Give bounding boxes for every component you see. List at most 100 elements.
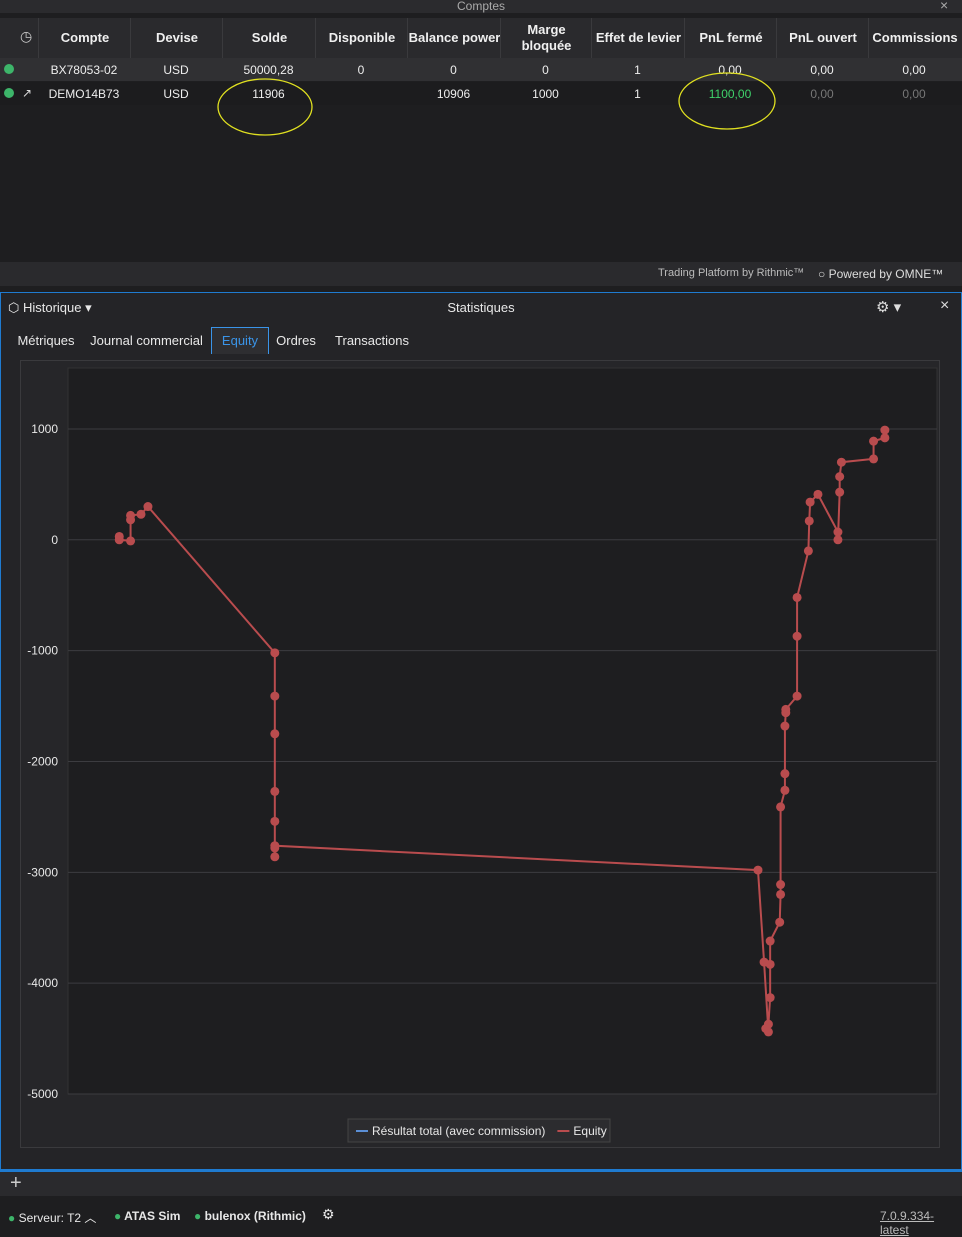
status-dot xyxy=(4,88,14,98)
history-dropdown[interactable]: ⬡ Historique ▾ xyxy=(8,300,92,315)
point xyxy=(270,852,280,862)
point xyxy=(753,865,763,875)
point xyxy=(776,802,786,812)
point xyxy=(835,487,845,497)
y-tick-label: -3000 xyxy=(27,865,58,879)
connection: ● bulenox (Rithmic) xyxy=(194,1209,306,1223)
column-header: Commissions xyxy=(868,18,961,58)
cell: 1000 xyxy=(532,87,559,101)
point xyxy=(880,433,890,443)
point xyxy=(805,497,815,507)
point xyxy=(780,785,790,795)
cell: 0 xyxy=(357,63,365,77)
cell: DEMO14B73 xyxy=(48,87,120,101)
cell: 0,00 xyxy=(902,63,926,77)
row-bg xyxy=(0,82,962,105)
table-header xyxy=(0,18,962,59)
y-tick-label: -4000 xyxy=(27,976,58,990)
cell: 0 xyxy=(542,63,549,77)
point xyxy=(869,436,879,446)
settings[interactable]: ⚙ ▾ xyxy=(876,299,902,316)
tab-bar: + xyxy=(0,1172,962,1196)
point xyxy=(270,816,280,826)
legend-label: Equity xyxy=(573,1124,606,1138)
column-header: Marge bloquée xyxy=(500,18,592,58)
cell: 10906 xyxy=(436,87,471,101)
point xyxy=(143,502,153,512)
point xyxy=(270,841,280,851)
tab[interactable]: Journal commercial xyxy=(90,333,203,348)
cell: 1 xyxy=(634,63,641,77)
version[interactable]: 7.0.9.334-latest xyxy=(880,1209,935,1237)
point xyxy=(880,425,890,435)
y-tick-label: 1000 xyxy=(31,422,58,436)
open-icon[interactable]: ↗ xyxy=(22,86,33,100)
point xyxy=(270,786,280,796)
connection: ● ATAS Sim xyxy=(114,1209,181,1223)
y-tick-label: -1000 xyxy=(27,644,58,658)
panel-title: Comptes xyxy=(456,0,506,13)
close[interactable]: × xyxy=(940,0,949,13)
point xyxy=(792,691,802,701)
point xyxy=(136,509,146,519)
point xyxy=(775,917,785,927)
point xyxy=(270,729,280,739)
cell: BX78053-02 xyxy=(50,63,118,77)
tab[interactable]: Métriques xyxy=(17,333,75,348)
column-header: Compte xyxy=(38,18,131,58)
connection-label: bulenox (Rithmic) xyxy=(204,1209,306,1223)
cell: 0,00 xyxy=(902,87,926,101)
y-tick-label: -5000 xyxy=(27,1087,58,1101)
point xyxy=(765,959,775,969)
cell: 0,00 xyxy=(810,87,834,101)
point xyxy=(781,704,791,714)
point xyxy=(792,592,802,602)
settings[interactable]: ⚙ xyxy=(322,1206,335,1222)
add[interactable]: + xyxy=(10,1172,22,1194)
status-dot xyxy=(4,64,14,74)
tab[interactable]: Equity xyxy=(211,327,269,354)
point xyxy=(833,535,843,545)
point xyxy=(780,721,790,731)
legend: Résultat total (avec commission) Equity xyxy=(347,1118,611,1143)
rithmic: Trading Platform by Rithmic™ xyxy=(658,267,805,279)
server-label: Serveur: T2 xyxy=(18,1211,82,1225)
clock-icon: ◷ xyxy=(20,28,33,44)
server: ● Serveur: T2 ︿ xyxy=(8,1211,97,1225)
omne: ○ Powered by OMNE™ xyxy=(818,267,944,281)
close[interactable]: × xyxy=(940,297,950,314)
point xyxy=(792,631,802,641)
point xyxy=(813,489,823,499)
annotations xyxy=(217,72,776,136)
point xyxy=(114,535,124,545)
cell: USD xyxy=(163,87,189,101)
point xyxy=(835,472,845,482)
title-bar: Comptes × xyxy=(0,0,962,13)
point xyxy=(833,527,843,537)
cell: 11906 xyxy=(252,87,285,101)
point xyxy=(270,648,280,658)
highlight xyxy=(217,78,313,136)
legend-box xyxy=(347,1118,611,1143)
row-bg xyxy=(0,58,962,81)
point xyxy=(836,457,846,467)
point xyxy=(780,769,790,779)
cell: 50000,28 xyxy=(243,63,294,77)
status-bar: ● Serveur: T2 ︿ ● ATAS Sim ● bulenox (Ri… xyxy=(0,1200,962,1237)
point xyxy=(126,536,136,546)
chart: -5000 -4000 -3000 -2000 -1000 0 1000 Résultat t… xyxy=(27,367,938,1143)
tab[interactable]: Ordres xyxy=(276,333,316,348)
connection-label: ATAS Sim xyxy=(124,1209,181,1223)
y-tick-label: 0 xyxy=(51,533,58,547)
cell: USD xyxy=(163,63,189,77)
column-header: Solde xyxy=(222,18,316,58)
y-tick-label: -2000 xyxy=(27,754,58,768)
point xyxy=(804,516,814,526)
column-header: Effet de levier xyxy=(591,18,685,58)
column-header: Devise xyxy=(130,18,223,58)
legend-label: Résultat total (avec commission) xyxy=(372,1124,545,1138)
column-header: Disponible xyxy=(315,18,408,58)
point xyxy=(765,936,775,946)
tab[interactable]: Transactions xyxy=(335,333,409,348)
